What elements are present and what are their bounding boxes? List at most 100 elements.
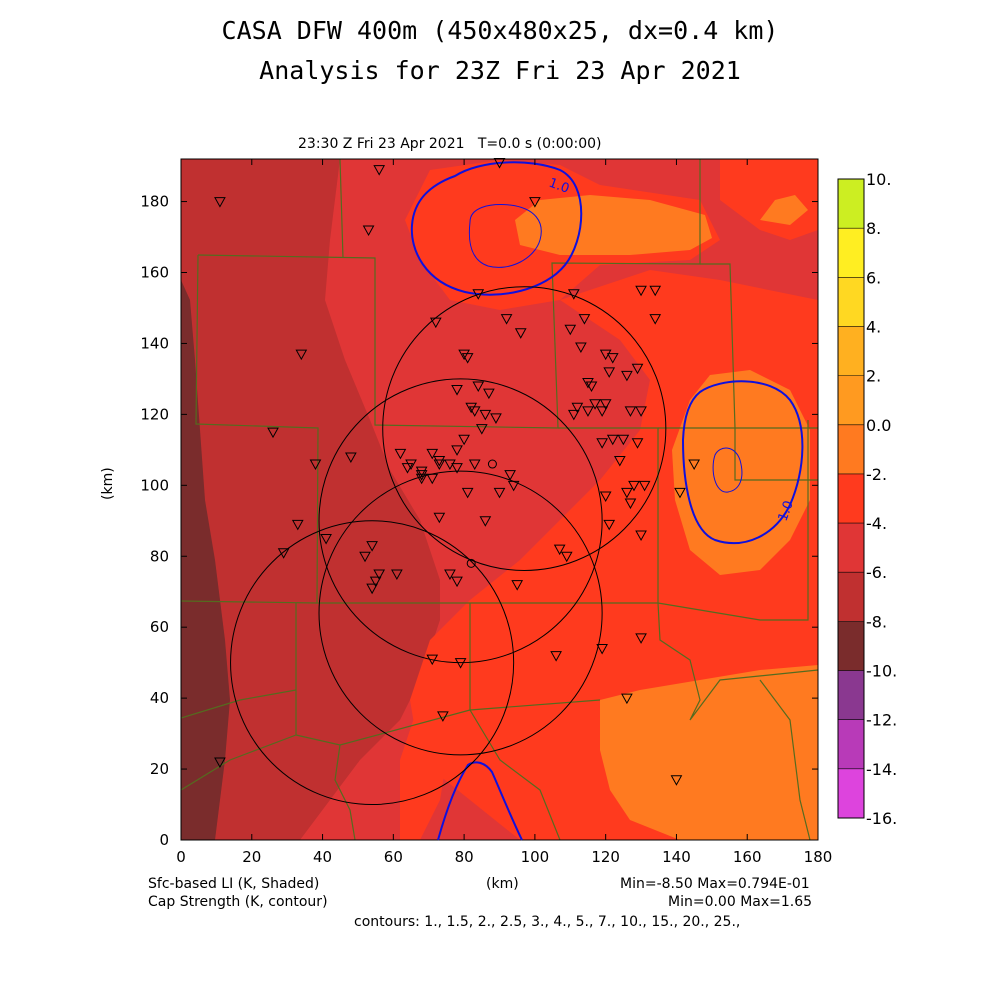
station-marker [631,363,644,375]
colorbar: 10. 8. 6. 4. 2. 0.0 -2. -4. -6. -8. -10. -12. -14. -1… [837,170,897,828]
y-tick-label: 20 [150,760,169,778]
footer-field-contour: Cap Strength (K, contour) [148,894,328,910]
station-marker [493,158,506,169]
station-marker [649,314,662,325]
station-marker [433,455,446,467]
station-marker [621,693,633,705]
station-marker [596,643,608,655]
station-marker [277,548,290,559]
axes: 0 20 40 60 80 100 120 140 160 180 0 20 40 60 80 100 120 1… [140,159,832,866]
colorbar-label: 2. [866,367,881,386]
station-marker [426,654,439,666]
station-marker [433,459,446,471]
colorbar-swatch [838,670,864,720]
plot-header: 23:30 Z Fri 23 Apr 2021 T=0.0 s (0:00:00… [298,136,602,152]
cap-contours [410,161,804,841]
colorbar-label: -10. [866,662,897,681]
station-marker [479,516,492,527]
station-marker [309,459,322,471]
station-marker [345,452,357,463]
station-marker [359,551,371,563]
colorbar-swatch [838,228,864,278]
station-marker [426,473,439,485]
station-marker [483,388,495,400]
x-tick-label: 20 [242,848,261,866]
colorbar-swatch [838,572,864,622]
radar-ring [318,470,603,756]
station-marker [670,775,683,786]
station-marker [575,342,587,354]
y-tick-label: 120 [140,405,169,423]
station-marker [550,651,562,662]
x-tick-label: 180 [804,848,833,866]
colorbar-swatch [838,179,864,229]
x-tick-label: 140 [662,848,691,866]
station-marker [621,370,633,382]
station-marker [596,438,608,449]
station-marker [451,445,463,456]
station-marker [437,711,449,722]
x-axis-label: (km) [486,876,519,892]
station-marker [603,367,616,378]
radar-ring [318,378,603,664]
colorbar-swatch [838,768,864,818]
station-marker [444,569,456,581]
y-tick-label: 80 [150,547,169,565]
station-marker [635,285,647,297]
colorbar-label: 4. [866,317,881,336]
x-tick-label: 0 [176,848,186,866]
station-marker [415,470,428,481]
station-marker [553,544,566,556]
station-marker [429,317,442,329]
y-tick-label: 100 [140,476,169,494]
station-marker [267,427,279,439]
colorbar-swatch [838,621,864,671]
colorbar-swatch [838,375,864,425]
station-marker [631,438,644,449]
colorbar-label: -4. [866,514,887,533]
site-marker [487,459,497,469]
x-tick-label: 40 [313,848,332,866]
y-axis-label: (km) [100,467,116,500]
station-marker [451,576,463,588]
colorbar-label: -12. [866,711,897,730]
colorbar-swatch [838,326,864,376]
station-marker [582,406,594,417]
station-marker [564,324,577,336]
station-marker [606,353,619,364]
shaded-field [181,159,818,840]
station-marker [468,459,481,471]
station-marker [617,434,630,446]
station-marker [444,459,456,471]
station-marker [624,406,637,417]
station-marker [433,512,446,524]
station-marker [589,399,601,410]
station-marker [578,314,591,325]
footer-minmax-shaded: Min=-8.50 Max=0.794E-01 [620,876,810,892]
x-tick-label: 60 [384,848,403,866]
station-marker [599,399,612,410]
y-tick-label: 60 [150,618,169,636]
contour-label: 1.0 [547,176,572,197]
colorbar-label: 0.0 [866,416,891,435]
station-marker [560,551,573,563]
station-marker [628,480,640,492]
colorbar-label: 6. [866,268,881,287]
radar-ring [382,286,667,571]
station-marker [369,576,382,588]
station-marker [688,459,700,471]
station-marker [613,455,626,467]
station-marker [458,349,470,361]
station-marker [500,314,513,325]
title-line-2: Analysis for 23Z Fri 23 Apr 2021 [259,56,741,85]
station-marker [504,470,516,481]
station-marker [674,487,686,499]
station-marker [214,757,226,768]
station-marker [472,289,485,300]
station-marker [214,197,226,208]
colorbar-label: -16. [866,809,897,828]
station-marker [451,463,463,474]
y-tick-label: 180 [140,193,169,211]
station-marker [373,165,386,176]
